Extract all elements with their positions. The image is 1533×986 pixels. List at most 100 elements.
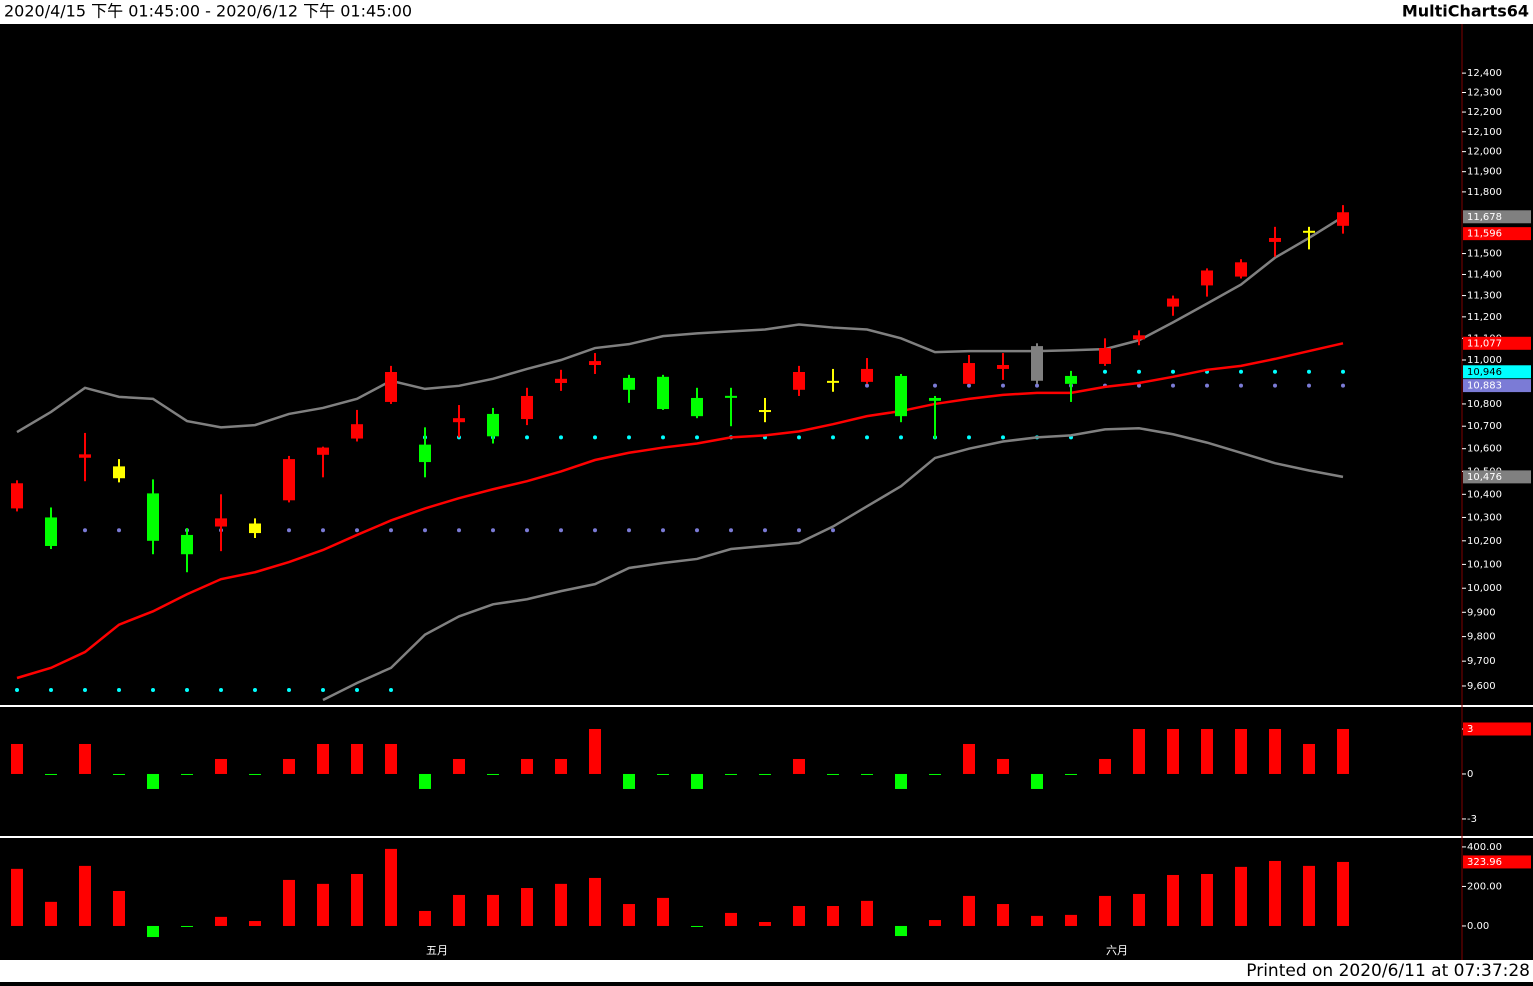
bar <box>827 906 839 926</box>
bar <box>759 922 771 926</box>
y-tick-label: 10,200 <box>1467 536 1502 547</box>
indicator-dot <box>117 687 121 692</box>
bar <box>623 773 635 789</box>
bar <box>963 743 975 774</box>
bar <box>181 925 193 927</box>
candle-body <box>181 534 193 555</box>
y-tick-label: 0 <box>1467 769 1473 780</box>
candle-body <box>1031 346 1043 381</box>
y-tick-label: 11,400 <box>1467 269 1502 280</box>
bar <box>1337 728 1349 774</box>
candle-body <box>1337 212 1349 226</box>
bar <box>759 773 771 775</box>
bar <box>589 728 601 774</box>
candle-body <box>589 361 601 366</box>
bar <box>1269 728 1281 774</box>
bar <box>1303 743 1315 774</box>
axis-marker <box>1463 210 1531 224</box>
bar <box>1201 873 1213 926</box>
brand: MultiCharts64 <box>1402 2 1529 21</box>
indicator-dot <box>525 435 529 440</box>
bar <box>895 773 907 789</box>
candle-body <box>1303 230 1315 233</box>
indicator-dot <box>559 528 563 533</box>
bar <box>317 743 329 774</box>
bar <box>249 921 261 926</box>
axis-marker <box>1463 365 1531 379</box>
y-tick-label: 9,600 <box>1467 681 1496 692</box>
y-tick-label: 10,400 <box>1467 489 1502 500</box>
y-tick-label: 12,200 <box>1467 107 1502 118</box>
bar <box>113 773 125 775</box>
bar <box>691 925 703 927</box>
bar <box>623 904 635 926</box>
candle-body <box>419 444 431 463</box>
y-tick-label: 11,000 <box>1467 355 1502 366</box>
bar <box>215 758 227 774</box>
indicator-dot <box>729 528 733 533</box>
indicator-dot <box>1341 369 1345 374</box>
indicator-dot <box>627 528 631 533</box>
indicator-dot <box>627 435 631 440</box>
bar <box>1065 914 1077 926</box>
candle-body <box>1235 262 1247 277</box>
candle-body <box>657 376 669 410</box>
x-tick-label: 六月 <box>1106 944 1128 957</box>
candle-body <box>453 418 465 423</box>
indicator-dot <box>389 687 393 692</box>
bar <box>1099 895 1111 926</box>
indicator-dot <box>1307 369 1311 374</box>
bar <box>555 758 567 774</box>
candle-body <box>997 365 1009 369</box>
candle-body <box>1167 298 1179 307</box>
candle-body <box>827 380 839 383</box>
indicator-dot <box>1171 383 1175 388</box>
bar <box>1133 728 1145 774</box>
candle-body <box>79 454 91 458</box>
indicator-dot <box>355 687 359 692</box>
bar <box>113 890 125 926</box>
bar <box>351 873 363 926</box>
axis-marker <box>1463 336 1531 350</box>
indicator-dot <box>933 383 937 388</box>
y-tick-label: 12,000 <box>1467 147 1502 158</box>
bar <box>317 883 329 926</box>
indicator-dot <box>219 687 223 692</box>
indicator-dot <box>525 528 529 533</box>
y-tick-label: 11,500 <box>1467 249 1502 260</box>
bar <box>1201 728 1213 774</box>
bar <box>691 773 703 789</box>
indicator-dot <box>1205 383 1209 388</box>
bar <box>11 868 23 926</box>
indicator-dot <box>593 528 597 533</box>
bar <box>45 901 57 926</box>
bar <box>1235 866 1247 926</box>
x-tick-label: 五月 <box>426 944 448 957</box>
y-tick-label: 400.00 <box>1467 842 1502 853</box>
axis-marker-label: 11,678 <box>1467 212 1502 223</box>
y-tick-label: 10,700 <box>1467 421 1502 432</box>
candle-body <box>1269 237 1281 242</box>
indicator-dot <box>1239 383 1243 388</box>
indicator-dot <box>661 435 665 440</box>
bar <box>147 773 159 789</box>
indicator-dot <box>797 435 801 440</box>
indicator-dot <box>1341 383 1345 388</box>
candle-body <box>45 517 57 546</box>
indicator-dot <box>967 435 971 440</box>
bar <box>487 773 499 775</box>
bar <box>385 848 397 926</box>
indicator-dot <box>389 528 393 533</box>
candle-body <box>283 459 295 501</box>
indicator-dot <box>831 435 835 440</box>
axis-marker <box>1463 470 1531 484</box>
indicator-dot <box>797 528 801 533</box>
bar <box>657 897 669 926</box>
indicator-dot <box>695 435 699 440</box>
indicator-dot <box>661 528 665 533</box>
indicator-dot <box>491 528 495 533</box>
indicator-dot <box>1035 383 1039 388</box>
indicator-dot <box>185 687 189 692</box>
bar <box>1031 915 1043 926</box>
